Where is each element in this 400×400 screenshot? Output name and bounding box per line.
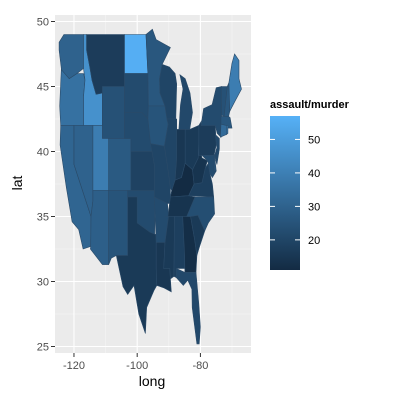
legend-tick-label: 40 (308, 168, 320, 180)
legend-colorbar (270, 116, 300, 270)
y-tick-label: 30 (37, 277, 49, 289)
legend-title: assault/murder (270, 99, 350, 111)
state-kansas (130, 151, 155, 191)
state-south-dakota (124, 73, 149, 120)
axis-ticks: -120 -100 -80 25 30 35 40 45 50 (37, 17, 209, 373)
x-tick-label: -80 (192, 360, 208, 372)
y-axis-title: lat (9, 176, 25, 191)
y-tick-label: 50 (37, 17, 49, 29)
state-connecticut (219, 123, 227, 138)
state-maryland (201, 155, 217, 179)
state-pennsylvania (198, 120, 217, 156)
y-tick-label: 45 (37, 82, 49, 94)
state-new-jersey (214, 133, 220, 165)
legend-tick-label: 50 (308, 134, 320, 146)
x-axis-title: long (139, 373, 165, 389)
state-colorado (108, 138, 132, 191)
state-regions (58, 28, 242, 345)
legend-tick-label: 20 (308, 235, 320, 247)
y-tick-label: 35 (37, 212, 49, 224)
state-florida (176, 268, 201, 345)
legend-ticks: 20 30 40 50 (270, 134, 320, 247)
state-north-carolina (186, 196, 215, 232)
legend-tick-label: 30 (308, 201, 320, 213)
state-wyoming (102, 86, 125, 139)
x-tick-label: -100 (126, 360, 148, 372)
x-tick-label: -120 (63, 360, 85, 372)
y-tick-label: 25 (37, 342, 49, 354)
state-north-dakota (124, 34, 149, 74)
state-maine (228, 53, 242, 113)
state-new-mexico (108, 190, 128, 265)
state-rhode-island (226, 125, 229, 136)
y-tick-label: 40 (37, 147, 49, 159)
state-oregon (59, 68, 86, 126)
